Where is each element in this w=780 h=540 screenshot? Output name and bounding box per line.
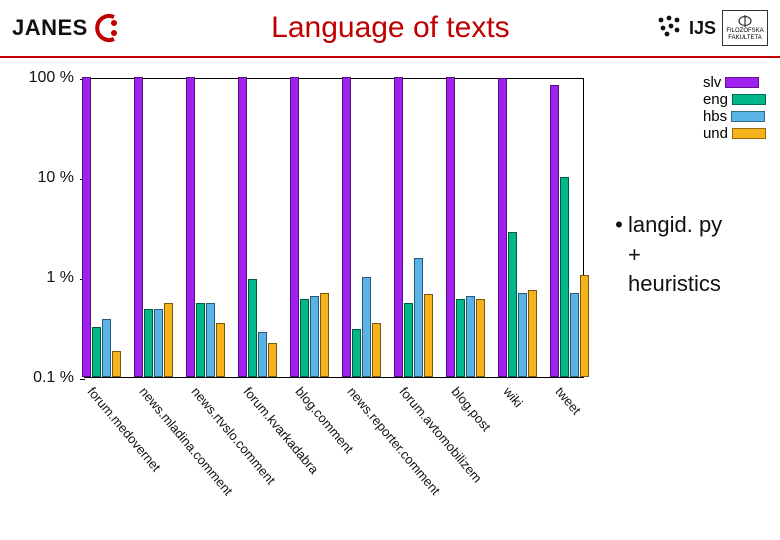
ijs-logo-text: IJS — [689, 18, 716, 39]
bar — [508, 232, 517, 377]
bar-group — [393, 77, 433, 377]
bar-group — [445, 77, 485, 377]
bar — [476, 299, 485, 377]
x-axis-labels: forum.medovernetnews.mladina.commentnews… — [84, 380, 584, 530]
bar — [518, 293, 527, 378]
bar — [560, 177, 569, 377]
bar — [144, 309, 153, 377]
ff-text-top: FILOZOFSKA — [726, 28, 763, 35]
bar — [320, 293, 329, 378]
bar — [238, 77, 247, 377]
legend-label: eng — [703, 91, 728, 108]
bar — [154, 309, 163, 377]
bar — [550, 85, 559, 377]
bar — [362, 277, 371, 377]
bar — [186, 77, 195, 377]
bar — [342, 77, 351, 377]
bar — [310, 296, 319, 377]
bar — [290, 77, 299, 377]
bar — [404, 303, 413, 377]
bullet-text: •langid. py + heuristics — [610, 210, 770, 299]
legend-item: hbs — [703, 108, 766, 125]
legend-item: eng — [703, 91, 766, 108]
bar — [580, 275, 589, 377]
bullet-line-2: + — [628, 242, 641, 267]
legend-swatch — [725, 77, 759, 88]
x-label: news.mladina.comment — [137, 384, 236, 498]
legend-swatch — [732, 128, 766, 139]
bullet-line-1: langid. py — [628, 212, 722, 237]
legend-item: und — [703, 125, 766, 142]
janes-logo: JANES — [12, 11, 126, 45]
legend-label: hbs — [703, 108, 727, 125]
bar — [82, 77, 91, 377]
bar — [424, 294, 433, 377]
slide-title: Language of texts — [126, 11, 655, 45]
bar — [248, 279, 257, 377]
legend-label: slv — [703, 74, 721, 91]
bar — [92, 327, 101, 378]
ff-badge: FILOZOFSKA FAKULTETA — [722, 10, 768, 46]
bar — [498, 78, 507, 377]
bar — [268, 343, 277, 377]
bar-group — [185, 77, 225, 377]
bar-group — [81, 77, 121, 377]
y-label: 10 % — [38, 169, 74, 187]
janes-logo-icon — [92, 11, 126, 45]
bar — [528, 290, 537, 378]
plot-area — [84, 78, 584, 378]
ijs-dots-icon — [655, 12, 683, 45]
bar — [446, 77, 455, 377]
janes-logo-text: JANES — [12, 15, 88, 41]
bar — [102, 319, 111, 377]
bar — [112, 351, 121, 377]
slide-header: JANES Language of texts IJS — [0, 0, 780, 58]
legend-label: und — [703, 125, 728, 142]
bar — [196, 303, 205, 377]
bar — [164, 303, 173, 377]
bar-group — [341, 77, 381, 377]
y-axis-labels: 100 %10 %1 %0.1 % — [8, 68, 84, 368]
bar — [456, 299, 465, 377]
legend-swatch — [731, 111, 765, 122]
ff-text-bottom: FAKULTETA — [728, 35, 761, 42]
bar-group — [497, 78, 537, 377]
slide: JANES Language of texts IJS — [0, 0, 780, 540]
bar — [300, 299, 309, 377]
legend: slvenghbsund — [703, 74, 766, 142]
x-label: news.reporter.comment — [345, 384, 444, 498]
bar — [216, 323, 225, 377]
bar — [570, 293, 579, 378]
x-label: blog.post — [449, 384, 494, 434]
y-label: 100 % — [29, 69, 74, 87]
legend-swatch — [732, 94, 766, 105]
bar-group — [549, 85, 589, 377]
y-label: 1 % — [46, 269, 74, 287]
bar — [394, 77, 403, 377]
ijs-logo: IJS FILOZOFSKA FAKULTETA — [655, 10, 768, 46]
x-label: tweet — [553, 384, 584, 417]
bar — [258, 332, 267, 377]
bar — [134, 77, 143, 377]
bar — [414, 258, 423, 377]
bar — [372, 323, 381, 377]
bar-group — [289, 77, 329, 377]
y-label: 0.1 % — [33, 369, 74, 387]
legend-item: slv — [703, 74, 766, 91]
bar — [352, 329, 361, 377]
phi-icon — [736, 14, 754, 28]
bar — [466, 296, 475, 377]
bullet-line-3: heuristics — [628, 271, 721, 296]
x-label: wiki — [501, 384, 526, 410]
bar — [206, 303, 215, 377]
bar-group — [133, 77, 173, 377]
bar-group — [237, 77, 277, 377]
chart: 100 % 10 % 1 % 0.1 % forum.medovernetnews.m… — [8, 68, 608, 528]
